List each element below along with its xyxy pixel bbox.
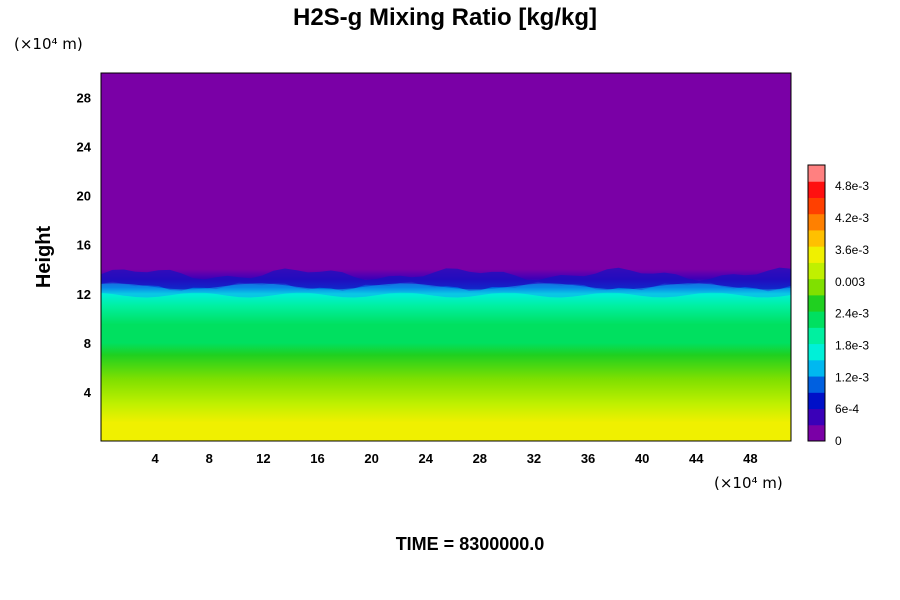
- y-tick-label: 24: [77, 140, 92, 155]
- colorbar-swatch: [808, 278, 825, 296]
- y-axis-ticks: 4 8 12 16 20 24 28: [77, 91, 92, 400]
- y-tick-label: 20: [77, 189, 91, 204]
- x-tick-label: 12: [256, 451, 270, 466]
- colorbar-tick-label: 0.003: [835, 275, 865, 289]
- x-tick-label: 20: [364, 451, 378, 466]
- colorbar-swatch: [808, 213, 825, 231]
- colorbar: 0 6e-4 1.2e-3 1.8e-3 2.4e-3 0.003 3.6e-3 4.2e-3…: [807, 164, 869, 448]
- x-tick-label: 48: [743, 451, 757, 466]
- x-axis-unit: (×10⁴ m): [714, 474, 783, 492]
- x-tick-label: 24: [418, 451, 433, 466]
- x-tick-label: 8: [206, 451, 213, 466]
- colorbar-swatch: [808, 229, 825, 247]
- x-tick-label: 40: [635, 451, 649, 466]
- colorbar-swatch: [808, 197, 825, 215]
- colorbar-tick-label: 0: [835, 434, 842, 448]
- colorbar-swatch: [808, 262, 825, 280]
- y-tick-label: 8: [84, 336, 91, 351]
- x-tick-label: 16: [310, 451, 324, 466]
- colorbar-tick-label: 4.2e-3: [835, 211, 869, 225]
- y-tick-label: 12: [77, 287, 91, 302]
- colorbar-swatch: [808, 392, 825, 410]
- y-tick-label: 4: [84, 385, 92, 400]
- colorbar-tick-label: 2.4e-3: [835, 307, 869, 321]
- y-axis-unit: (×10⁴ m): [14, 35, 83, 53]
- x-tick-label: 36: [581, 451, 595, 466]
- x-tick-label: 28: [473, 451, 487, 466]
- colorbar-swatch: [808, 376, 825, 393]
- chart-title: H2S-g Mixing Ratio [kg/kg]: [293, 4, 597, 31]
- colorbar-swatch: [808, 246, 825, 263]
- plot-area: [100, 72, 792, 442]
- time-label: TIME = 8300000.0: [396, 534, 545, 554]
- mixing-ratio-field: [101, 73, 791, 441]
- x-axis-ticks: 4 8 12 16 20 24 28 32 36 40 44 48: [152, 451, 758, 466]
- colorbar-swatch: [808, 359, 825, 377]
- colorbar-tick-label: 3.6e-3: [835, 243, 869, 257]
- colorbar-tick-label: 4.8e-3: [835, 179, 869, 193]
- x-tick-label: 32: [527, 451, 541, 466]
- x-tick-label: 44: [689, 451, 704, 466]
- y-tick-label: 28: [77, 91, 91, 106]
- y-axis-label: Height: [33, 226, 55, 289]
- colorbar-swatch: [808, 294, 825, 312]
- colorbar-swatch: [808, 343, 825, 361]
- colorbar-swatch: [808, 424, 825, 442]
- inversion-band: [101, 267, 791, 292]
- colorbar-tick-label: 1.2e-3: [835, 370, 869, 384]
- colorbar-frame: [807, 164, 826, 442]
- colorbar-tick-label: 6e-4: [835, 402, 859, 416]
- x-tick-label: 4: [152, 451, 160, 466]
- colorbar-swatch: [808, 408, 825, 426]
- colorbar-swatch: [808, 165, 825, 182]
- y-tick-label: 16: [77, 238, 91, 253]
- transition-band: [101, 283, 791, 298]
- colorbar-swatch: [808, 327, 825, 345]
- plot-frame: [100, 72, 792, 442]
- colorbar-swatch: [808, 311, 825, 328]
- colorbar-swatch: [808, 181, 825, 198]
- colorbar-tick-label: 1.8e-3: [835, 338, 869, 352]
